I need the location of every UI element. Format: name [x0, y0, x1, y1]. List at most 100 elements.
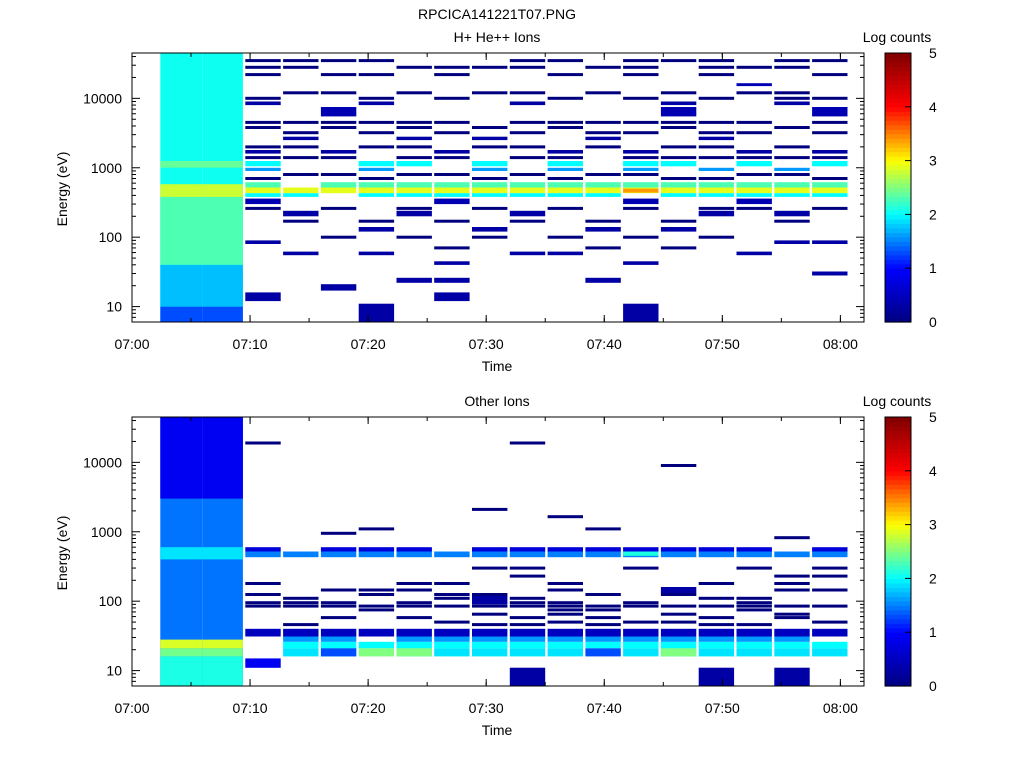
panel-1-colorbar-step: [885, 241, 911, 247]
panel-1-heatmap-cell: [623, 261, 659, 265]
panel-2-colorbar-step: [885, 430, 911, 436]
panel-1-heatmap-cell: [434, 193, 470, 197]
panel-1-heatmap-trace: [623, 120, 659, 124]
panel-1-heatmap-cell: [358, 101, 395, 106]
panel-1-heatmap-cell: [585, 136, 621, 141]
panel-1-colorbar-step: [885, 214, 911, 220]
panel-1-colorbar-step: [885, 277, 911, 283]
panel-1-colorbar: 0 1 2 3 4 5: [884, 45, 937, 330]
panel-2-heatmap-cell: [547, 551, 583, 558]
panel-1-heatmap-cell: [736, 150, 772, 154]
panel-1-heatmap-trace: [472, 235, 508, 239]
panel-1-heatmap-cell: [283, 136, 319, 141]
panel-2-heatmap-trace: [320, 616, 357, 620]
panel-1-heatmap-cell: [283, 251, 319, 256]
panel-1-colorbar-step: [885, 263, 911, 269]
panel-2-x-tick-label: 07:00: [114, 700, 149, 716]
panel-1-heatmap-trace: [245, 206, 281, 210]
panel-2-heatmap-trace: [396, 616, 432, 620]
panel-1-heatmap-trace: [358, 96, 395, 100]
panel-2-heatmap-trace: [320, 588, 357, 592]
panel-1-heatmap-cell: [358, 182, 395, 188]
panel-2-heatmap-trace: [660, 612, 697, 616]
panel-2-heatmap-cell: [736, 648, 772, 657]
panel-2-heatmap-cell: [547, 547, 583, 552]
panel-2-colorbar-step: [885, 600, 911, 606]
panel-2-colorbar-step: [885, 452, 911, 458]
panel-2-heatmap-cell: [736, 636, 772, 642]
panel-2-heatmap-trace: [812, 566, 848, 570]
panel-2-heatmap-cell: [660, 551, 697, 558]
panel-2-heatmap-trace: [736, 601, 772, 605]
panel-2-heatmap-trace: [585, 527, 621, 531]
panel-2-heatmap-cell: [472, 648, 508, 657]
panel-2-colorbar-step: [885, 578, 911, 584]
panel-2-x-tick-label: 07:50: [705, 700, 740, 716]
panel-2-heatmap-trace: [509, 441, 546, 445]
panel-2-heatmap-trace: [660, 620, 697, 624]
panel-2-heatmap-cell: [434, 648, 470, 657]
panel-1-colorbar-step: [885, 223, 911, 229]
panel-2-colorbar-step: [885, 425, 911, 432]
panel-2-heatmap-cell: [736, 547, 772, 552]
panel-1-colorbar-step: [885, 75, 911, 81]
panel-1-heatmap-trace: [623, 131, 659, 135]
panel-2-heatmap-cell: [585, 547, 621, 552]
panel-2-heatmap-trace: [320, 531, 357, 535]
panel-1-heatmap-trace: [585, 219, 621, 223]
panel-2-heatmap-trace: [547, 601, 583, 605]
panel-1-heatmap-trace: [283, 65, 319, 69]
panel-2-heatmap-cell: [160, 648, 203, 657]
panel-1-heatmap-cell: [585, 182, 621, 188]
panel-1-heatmap-cell: [202, 161, 243, 168]
panel-1-heatmap-trace: [320, 235, 357, 239]
panel-2-heatmap-trace: [434, 582, 470, 585]
panel-1-heatmap-trace: [396, 145, 432, 149]
panel-2-heatmap-cell: [396, 551, 432, 558]
panel-2-colorbar-step: [885, 605, 911, 611]
panel-2-colorbar-step: [885, 533, 911, 539]
panel-1-heatmap-cell: [434, 277, 470, 283]
panel-1-heatmap-trace: [547, 59, 583, 63]
panel-1-heatmap-trace: [509, 91, 546, 95]
panel-1-heatmap-cell: [472, 193, 508, 197]
panel-2-heatmap-trace: [623, 601, 659, 605]
panel-2-heatmap-cell: [585, 551, 621, 558]
panel-1-heatmap-trace: [358, 145, 395, 149]
panel-2-heatmap-cell: [283, 628, 319, 637]
panel-1-heatmap-cell: [812, 150, 848, 154]
panel-1-heatmap-cell: [623, 150, 659, 154]
panel-1-colorbar-step: [885, 178, 911, 184]
panel-1-heatmap-cell: [660, 101, 697, 106]
panel-1-heatmap-trace: [660, 91, 697, 95]
panel-1-heatmap-cell: [358, 303, 395, 322]
panel-1-heatmap-trace: [320, 156, 357, 160]
panel-1-heatmap-trace: [547, 73, 583, 77]
panel-1-heatmap-cell: [547, 167, 583, 171]
panel-1-heatmap-cell: [283, 187, 319, 194]
panel-2-heatmap-trace: [774, 582, 810, 585]
panel-1-heatmap-cell: [660, 187, 697, 194]
panel-2-heatmap-cell: [245, 628, 281, 637]
panel-1-heatmap-cell: [396, 187, 432, 194]
panel-1-heatmap-cell: [472, 182, 508, 188]
panel-2-heatmap-cell: [509, 547, 546, 552]
panel-1-heatmap-cell: [245, 240, 281, 244]
panel-2-colorbar-step: [885, 417, 911, 423]
panel-2-colorbar-step: [885, 569, 911, 575]
panel-1-heatmap-trace: [509, 145, 546, 149]
panel-2-heatmap-cell: [736, 628, 772, 637]
panel-1-heatmap-trace: [245, 120, 281, 124]
panel-1-heatmap-cell: [660, 161, 697, 167]
panel-2-colorbar-step: [885, 439, 911, 445]
panel-1-heatmap-cell: [660, 107, 697, 117]
panel-1-heatmap-cell: [358, 161, 395, 167]
panel-1-heatmap-trace: [812, 156, 848, 160]
panel-1-heatmap-trace: [774, 59, 810, 63]
panel-1-heatmap-trace: [623, 206, 659, 210]
panel-1-heatmap-trace: [547, 235, 583, 239]
panel-2-colorbar-step: [885, 641, 911, 647]
panel-1-heatmap-trace: [660, 219, 697, 223]
panel-1-heatmap-cell: [396, 182, 432, 188]
panel-1-heatmap-cell: [358, 167, 395, 171]
